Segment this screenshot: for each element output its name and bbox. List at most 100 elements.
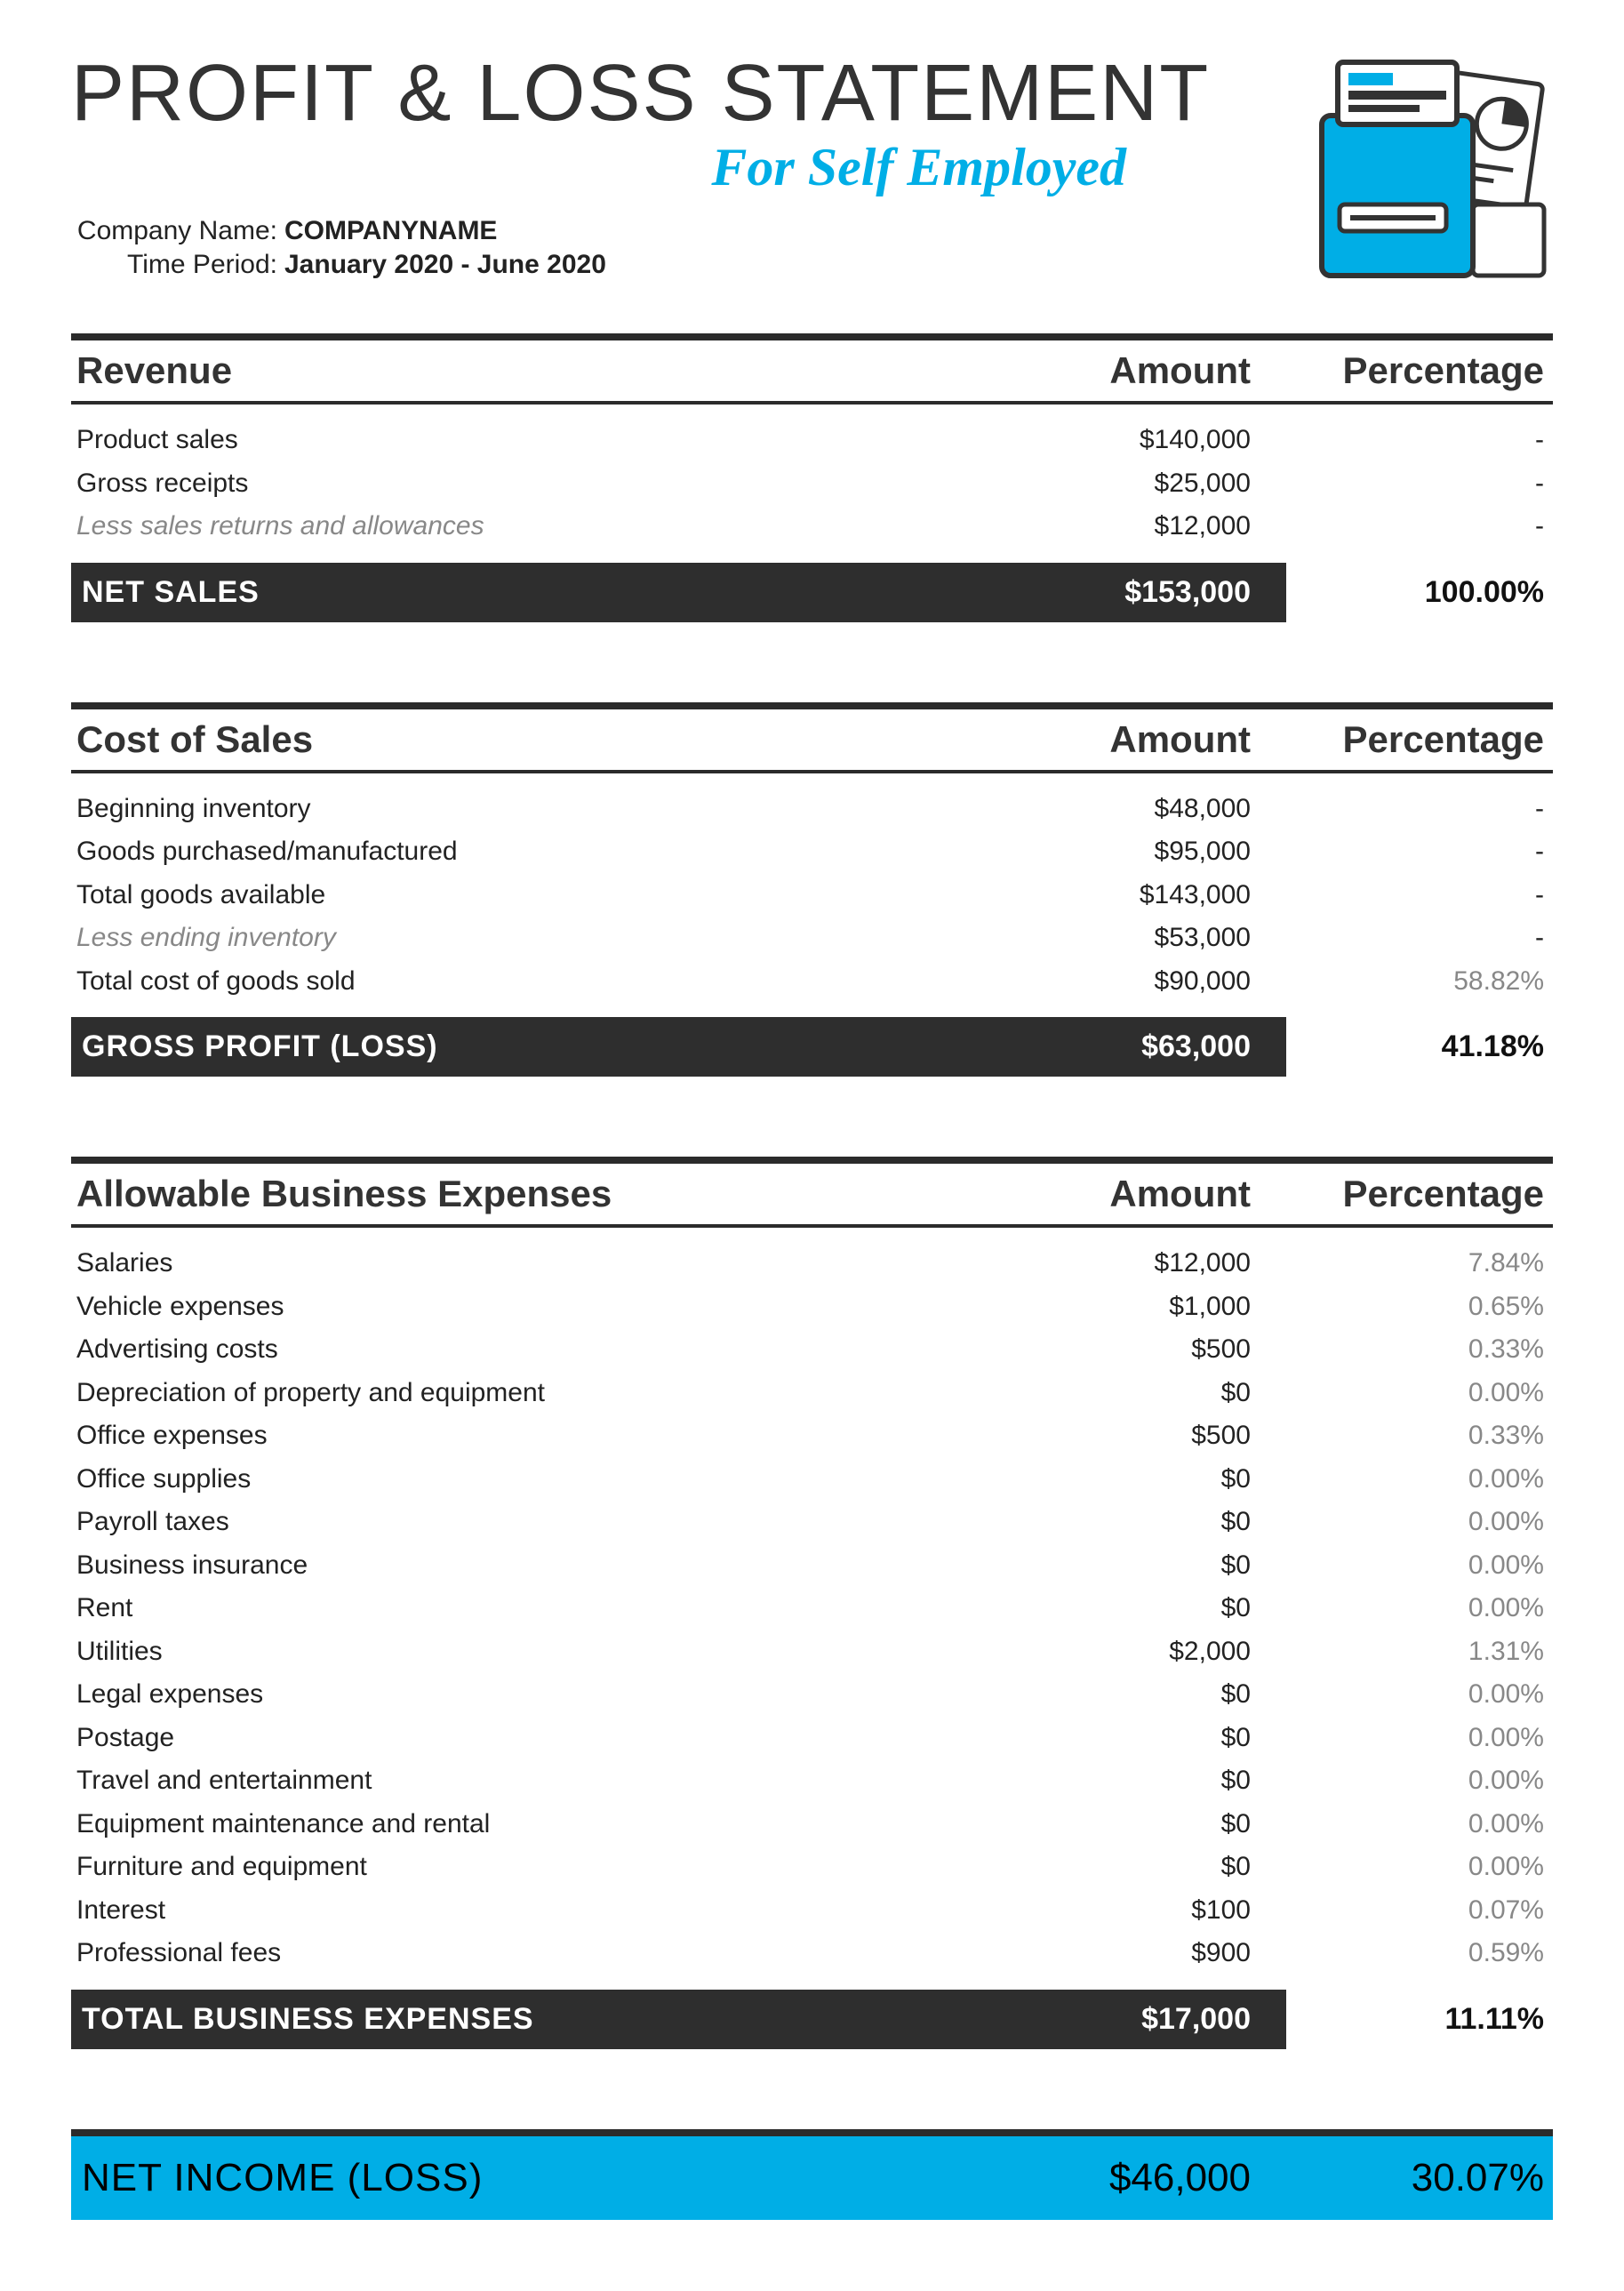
row-label: Less ending inventory bbox=[71, 920, 966, 957]
row-amount: $0 bbox=[966, 1590, 1286, 1627]
net-income-pct: 30.07% bbox=[1286, 2156, 1553, 2200]
row-percentage: - bbox=[1286, 422, 1553, 459]
row-label: Travel and entertainment bbox=[71, 1763, 966, 1799]
table-row: Product sales$140,000- bbox=[71, 419, 1553, 462]
row-label: Goods purchased/manufactured bbox=[71, 834, 966, 870]
row-label: Legal expenses bbox=[71, 1677, 966, 1713]
row-amount: $0 bbox=[966, 1375, 1286, 1412]
row-amount: $0 bbox=[966, 1462, 1286, 1498]
row-percentage: 0.33% bbox=[1286, 1418, 1553, 1454]
table-row: Salaries$12,0007.84% bbox=[71, 1242, 1553, 1286]
row-percentage: 0.00% bbox=[1286, 1720, 1553, 1757]
net-income-amount: $46,000 bbox=[966, 2156, 1286, 2200]
table-row: Interest$1000.07% bbox=[71, 1889, 1553, 1933]
row-percentage: 0.00% bbox=[1286, 1548, 1553, 1584]
row-amount: $0 bbox=[966, 1504, 1286, 1541]
total-expenses-pct: 11.11% bbox=[1286, 1990, 1553, 2049]
row-amount: $900 bbox=[966, 1935, 1286, 1972]
row-percentage: 0.33% bbox=[1286, 1332, 1553, 1368]
row-label: Vehicle expenses bbox=[71, 1289, 966, 1326]
header: PROFIT & LOSS STATEMENT For Self Employe… bbox=[71, 53, 1553, 324]
column-amount: Amount bbox=[966, 349, 1286, 392]
table-row: Depreciation of property and equipment$0… bbox=[71, 1372, 1553, 1415]
row-percentage: 0.00% bbox=[1286, 1806, 1553, 1843]
row-percentage: - bbox=[1286, 920, 1553, 957]
expenses-section: Allowable Business Expenses Amount Perce… bbox=[71, 1157, 1553, 2049]
company-name-value: COMPANYNAME bbox=[284, 216, 497, 246]
net-sales-label: NET SALES bbox=[71, 575, 966, 610]
revenue-section: Revenue Amount Percentage Product sales$… bbox=[71, 333, 1553, 622]
row-percentage: - bbox=[1286, 877, 1553, 914]
row-amount: $100 bbox=[966, 1893, 1286, 1929]
row-percentage: - bbox=[1286, 791, 1553, 828]
row-percentage: 0.00% bbox=[1286, 1849, 1553, 1886]
total-expenses-label: TOTAL BUSINESS EXPENSES bbox=[71, 2002, 966, 2037]
row-label: Gross receipts bbox=[71, 466, 966, 502]
cost-heading: Cost of Sales bbox=[71, 718, 966, 761]
row-percentage: 0.65% bbox=[1286, 1289, 1553, 1326]
row-percentage: 0.59% bbox=[1286, 1935, 1553, 1972]
row-label: Business insurance bbox=[71, 1548, 966, 1584]
row-label: Payroll taxes bbox=[71, 1504, 966, 1541]
table-row: Furniture and equipment$00.00% bbox=[71, 1846, 1553, 1889]
net-sales-pct: 100.00% bbox=[1286, 563, 1553, 622]
table-row: Advertising costs$5000.33% bbox=[71, 1328, 1553, 1372]
row-amount: $500 bbox=[966, 1418, 1286, 1454]
net-sales-row: NET SALES $153,000 100.00% bbox=[71, 563, 1553, 622]
company-name-label: Company Name: bbox=[71, 216, 284, 246]
row-amount: $0 bbox=[966, 1806, 1286, 1843]
table-row: Rent$00.00% bbox=[71, 1587, 1553, 1630]
table-row: Payroll taxes$00.00% bbox=[71, 1501, 1553, 1544]
table-row: Goods purchased/manufactured$95,000- bbox=[71, 830, 1553, 874]
row-percentage: 0.07% bbox=[1286, 1893, 1553, 1929]
row-amount: $0 bbox=[966, 1548, 1286, 1584]
row-amount: $0 bbox=[966, 1720, 1286, 1757]
cost-of-sales-section: Cost of Sales Amount Percentage Beginnin… bbox=[71, 702, 1553, 1077]
gross-profit-label: GROSS PROFIT (LOSS) bbox=[71, 1029, 966, 1064]
row-amount: $143,000 bbox=[966, 877, 1286, 914]
row-label: Rent bbox=[71, 1590, 966, 1627]
column-percentage: Percentage bbox=[1286, 1173, 1553, 1215]
row-label: Product sales bbox=[71, 422, 966, 459]
row-amount: $500 bbox=[966, 1332, 1286, 1368]
table-row: Vehicle expenses$1,0000.65% bbox=[71, 1286, 1553, 1329]
table-row: Less ending inventory$53,000- bbox=[71, 917, 1553, 960]
row-percentage: 0.00% bbox=[1286, 1677, 1553, 1713]
row-label: Equipment maintenance and rental bbox=[71, 1806, 966, 1843]
table-row: Utilities$2,0001.31% bbox=[71, 1630, 1553, 1674]
row-amount: $25,000 bbox=[966, 466, 1286, 502]
row-amount: $0 bbox=[966, 1849, 1286, 1886]
total-expenses-amount: $17,000 bbox=[966, 2002, 1286, 2037]
row-label: Office supplies bbox=[71, 1462, 966, 1498]
table-row: Travel and entertainment$00.00% bbox=[71, 1759, 1553, 1803]
page-subtitle: For Self Employed bbox=[71, 137, 1268, 198]
revenue-header: Revenue Amount Percentage bbox=[71, 344, 1553, 405]
row-label: Depreciation of property and equipment bbox=[71, 1375, 966, 1412]
row-amount: $48,000 bbox=[966, 791, 1286, 828]
row-percentage: 0.00% bbox=[1286, 1504, 1553, 1541]
row-amount: $140,000 bbox=[966, 422, 1286, 459]
row-label: Furniture and equipment bbox=[71, 1849, 966, 1886]
row-percentage: 0.00% bbox=[1286, 1763, 1553, 1799]
gross-profit-amount: $63,000 bbox=[966, 1029, 1286, 1064]
meta-block: Company Name: COMPANYNAME Time Period: J… bbox=[71, 216, 1268, 280]
row-label: Beginning inventory bbox=[71, 791, 966, 828]
expenses-header: Allowable Business Expenses Amount Perce… bbox=[71, 1167, 1553, 1228]
table-row: Beginning inventory$48,000- bbox=[71, 788, 1553, 831]
table-row: Postage$00.00% bbox=[71, 1717, 1553, 1760]
row-amount: $0 bbox=[966, 1677, 1286, 1713]
time-period-value: January 2020 - June 2020 bbox=[284, 250, 606, 280]
row-amount: $12,000 bbox=[966, 1246, 1286, 1282]
time-period-label: Time Period: bbox=[71, 250, 284, 280]
row-percentage: 1.31% bbox=[1286, 1634, 1553, 1670]
net-income-label: NET INCOME (LOSS) bbox=[71, 2156, 966, 2200]
calculator-illustration-icon bbox=[1268, 53, 1553, 284]
expenses-heading: Allowable Business Expenses bbox=[71, 1173, 966, 1215]
row-label: Professional fees bbox=[71, 1935, 966, 1972]
table-row: Office expenses$5000.33% bbox=[71, 1414, 1553, 1458]
cost-header: Cost of Sales Amount Percentage bbox=[71, 713, 1553, 773]
row-label: Less sales returns and allowances bbox=[71, 509, 966, 545]
row-percentage: 0.00% bbox=[1286, 1375, 1553, 1412]
row-label: Salaries bbox=[71, 1246, 966, 1282]
row-percentage: - bbox=[1286, 834, 1553, 870]
